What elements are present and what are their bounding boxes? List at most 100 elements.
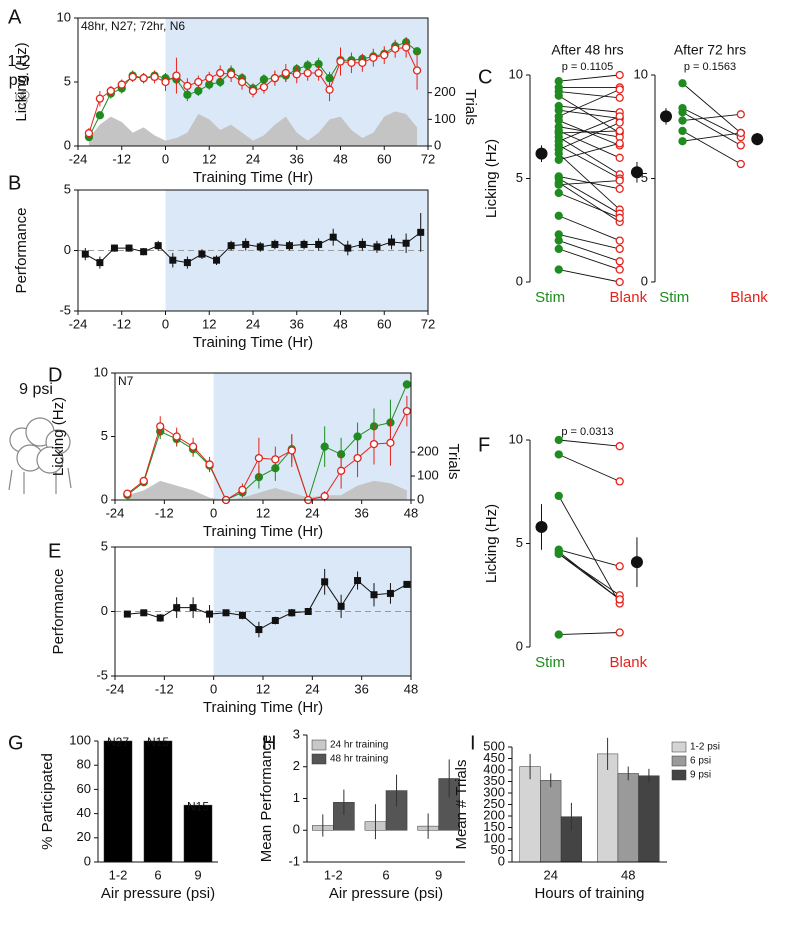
- marker: [358, 58, 367, 67]
- point: [615, 126, 624, 136]
- x-axis-label: Air pressure (psi): [329, 885, 443, 902]
- trials-area: [88, 111, 418, 146]
- marker: [110, 244, 118, 252]
- y-tick-label: 40: [77, 805, 91, 820]
- marker: [347, 58, 356, 67]
- x-tick-label: 9: [194, 867, 201, 882]
- point: [554, 450, 563, 459]
- x-tick-label: 1-2: [324, 867, 343, 882]
- point: [615, 184, 624, 194]
- pair-line: [558, 180, 620, 186]
- panel-letter: F: [478, 434, 490, 456]
- marker: [226, 70, 236, 79]
- pair-line: [558, 74, 620, 82]
- marker: [254, 453, 264, 463]
- trials-area: [127, 480, 407, 500]
- marker: [337, 602, 345, 610]
- x-tick-label: -12: [155, 505, 174, 520]
- panel-letter: E: [48, 540, 61, 562]
- marker: [402, 239, 410, 247]
- point: [615, 213, 624, 222]
- pair-line: [558, 233, 620, 250]
- marker: [169, 256, 177, 264]
- panel-letter: H: [262, 732, 276, 754]
- y-tick-label: 5: [516, 535, 523, 550]
- marker: [386, 438, 395, 448]
- y-axis-label: Mean # Trials: [453, 759, 470, 849]
- category-label: Blank: [610, 289, 648, 306]
- x-tick-label: 0: [210, 681, 217, 696]
- marker: [213, 256, 221, 264]
- panel-letter: C: [478, 66, 492, 88]
- point: [615, 176, 624, 185]
- x-axis-label: Training Time (Hr): [203, 699, 323, 716]
- legend-swatch: [311, 739, 327, 751]
- marker: [314, 68, 323, 78]
- pair-line: [558, 549, 620, 567]
- point: [615, 257, 624, 266]
- marker: [238, 611, 246, 619]
- marker: [95, 94, 105, 103]
- point: [615, 477, 624, 486]
- marker: [205, 460, 214, 469]
- marker: [300, 240, 308, 248]
- y-tick-label: 5: [64, 181, 71, 196]
- point: [615, 70, 624, 80]
- point: [615, 277, 624, 287]
- pair-line: [558, 182, 620, 223]
- y-axis-label: Licking (Hz): [483, 139, 500, 218]
- marker: [173, 604, 181, 612]
- x-tick-label: -12: [155, 681, 174, 696]
- y-tick-label: 1: [293, 790, 300, 805]
- x-tick-label: 48: [404, 681, 418, 696]
- y-tick-label: 5: [101, 428, 108, 443]
- annotation: p = 0.1563: [684, 61, 736, 73]
- legend-swatch: [671, 741, 687, 753]
- marker: [271, 617, 279, 625]
- y-tick-label: -1: [288, 853, 300, 868]
- pair-line: [558, 192, 620, 219]
- marker: [96, 259, 104, 267]
- point: [554, 180, 563, 189]
- y-tick-label: 0: [516, 638, 523, 653]
- point: [554, 244, 563, 254]
- marker: [391, 44, 400, 53]
- y-tick-label: 5: [641, 170, 648, 185]
- point: [615, 236, 624, 245]
- x-tick-label: 60: [377, 316, 391, 331]
- x-tick-label: 24: [246, 316, 260, 331]
- y-tick-label: 10: [509, 66, 523, 81]
- mean-point: [630, 166, 643, 179]
- marker: [369, 53, 378, 62]
- bar: [519, 766, 541, 863]
- y-axis-label: Performance: [13, 208, 30, 294]
- marker: [402, 380, 412, 389]
- x-tick-label: 36: [354, 681, 368, 696]
- x-tick-label: 36: [354, 505, 368, 520]
- marker: [256, 243, 264, 251]
- x-tick-label: 48: [621, 867, 635, 882]
- marker: [271, 455, 280, 464]
- pair-line: [558, 248, 620, 271]
- y-tick-label: 20: [77, 829, 91, 844]
- point: [678, 137, 687, 146]
- marker: [194, 86, 203, 96]
- marker: [242, 240, 250, 248]
- point: [554, 211, 563, 220]
- marker: [189, 604, 197, 612]
- y-tick-label: 0: [101, 603, 108, 618]
- marker: [84, 129, 94, 138]
- bar: [638, 775, 660, 863]
- y-tick-label: 0: [64, 137, 71, 152]
- y-tick-label: 10: [634, 66, 648, 81]
- x-tick-label: 36: [290, 316, 304, 331]
- marker: [281, 68, 290, 78]
- pair-line: [682, 111, 742, 146]
- point: [554, 155, 563, 165]
- x-tick-label: 24: [305, 505, 319, 520]
- y2-tick-label: 100: [417, 467, 439, 482]
- legend-label: 6 psi: [690, 756, 711, 767]
- pair-line: [682, 132, 741, 142]
- y-tick-label: 3: [293, 726, 300, 741]
